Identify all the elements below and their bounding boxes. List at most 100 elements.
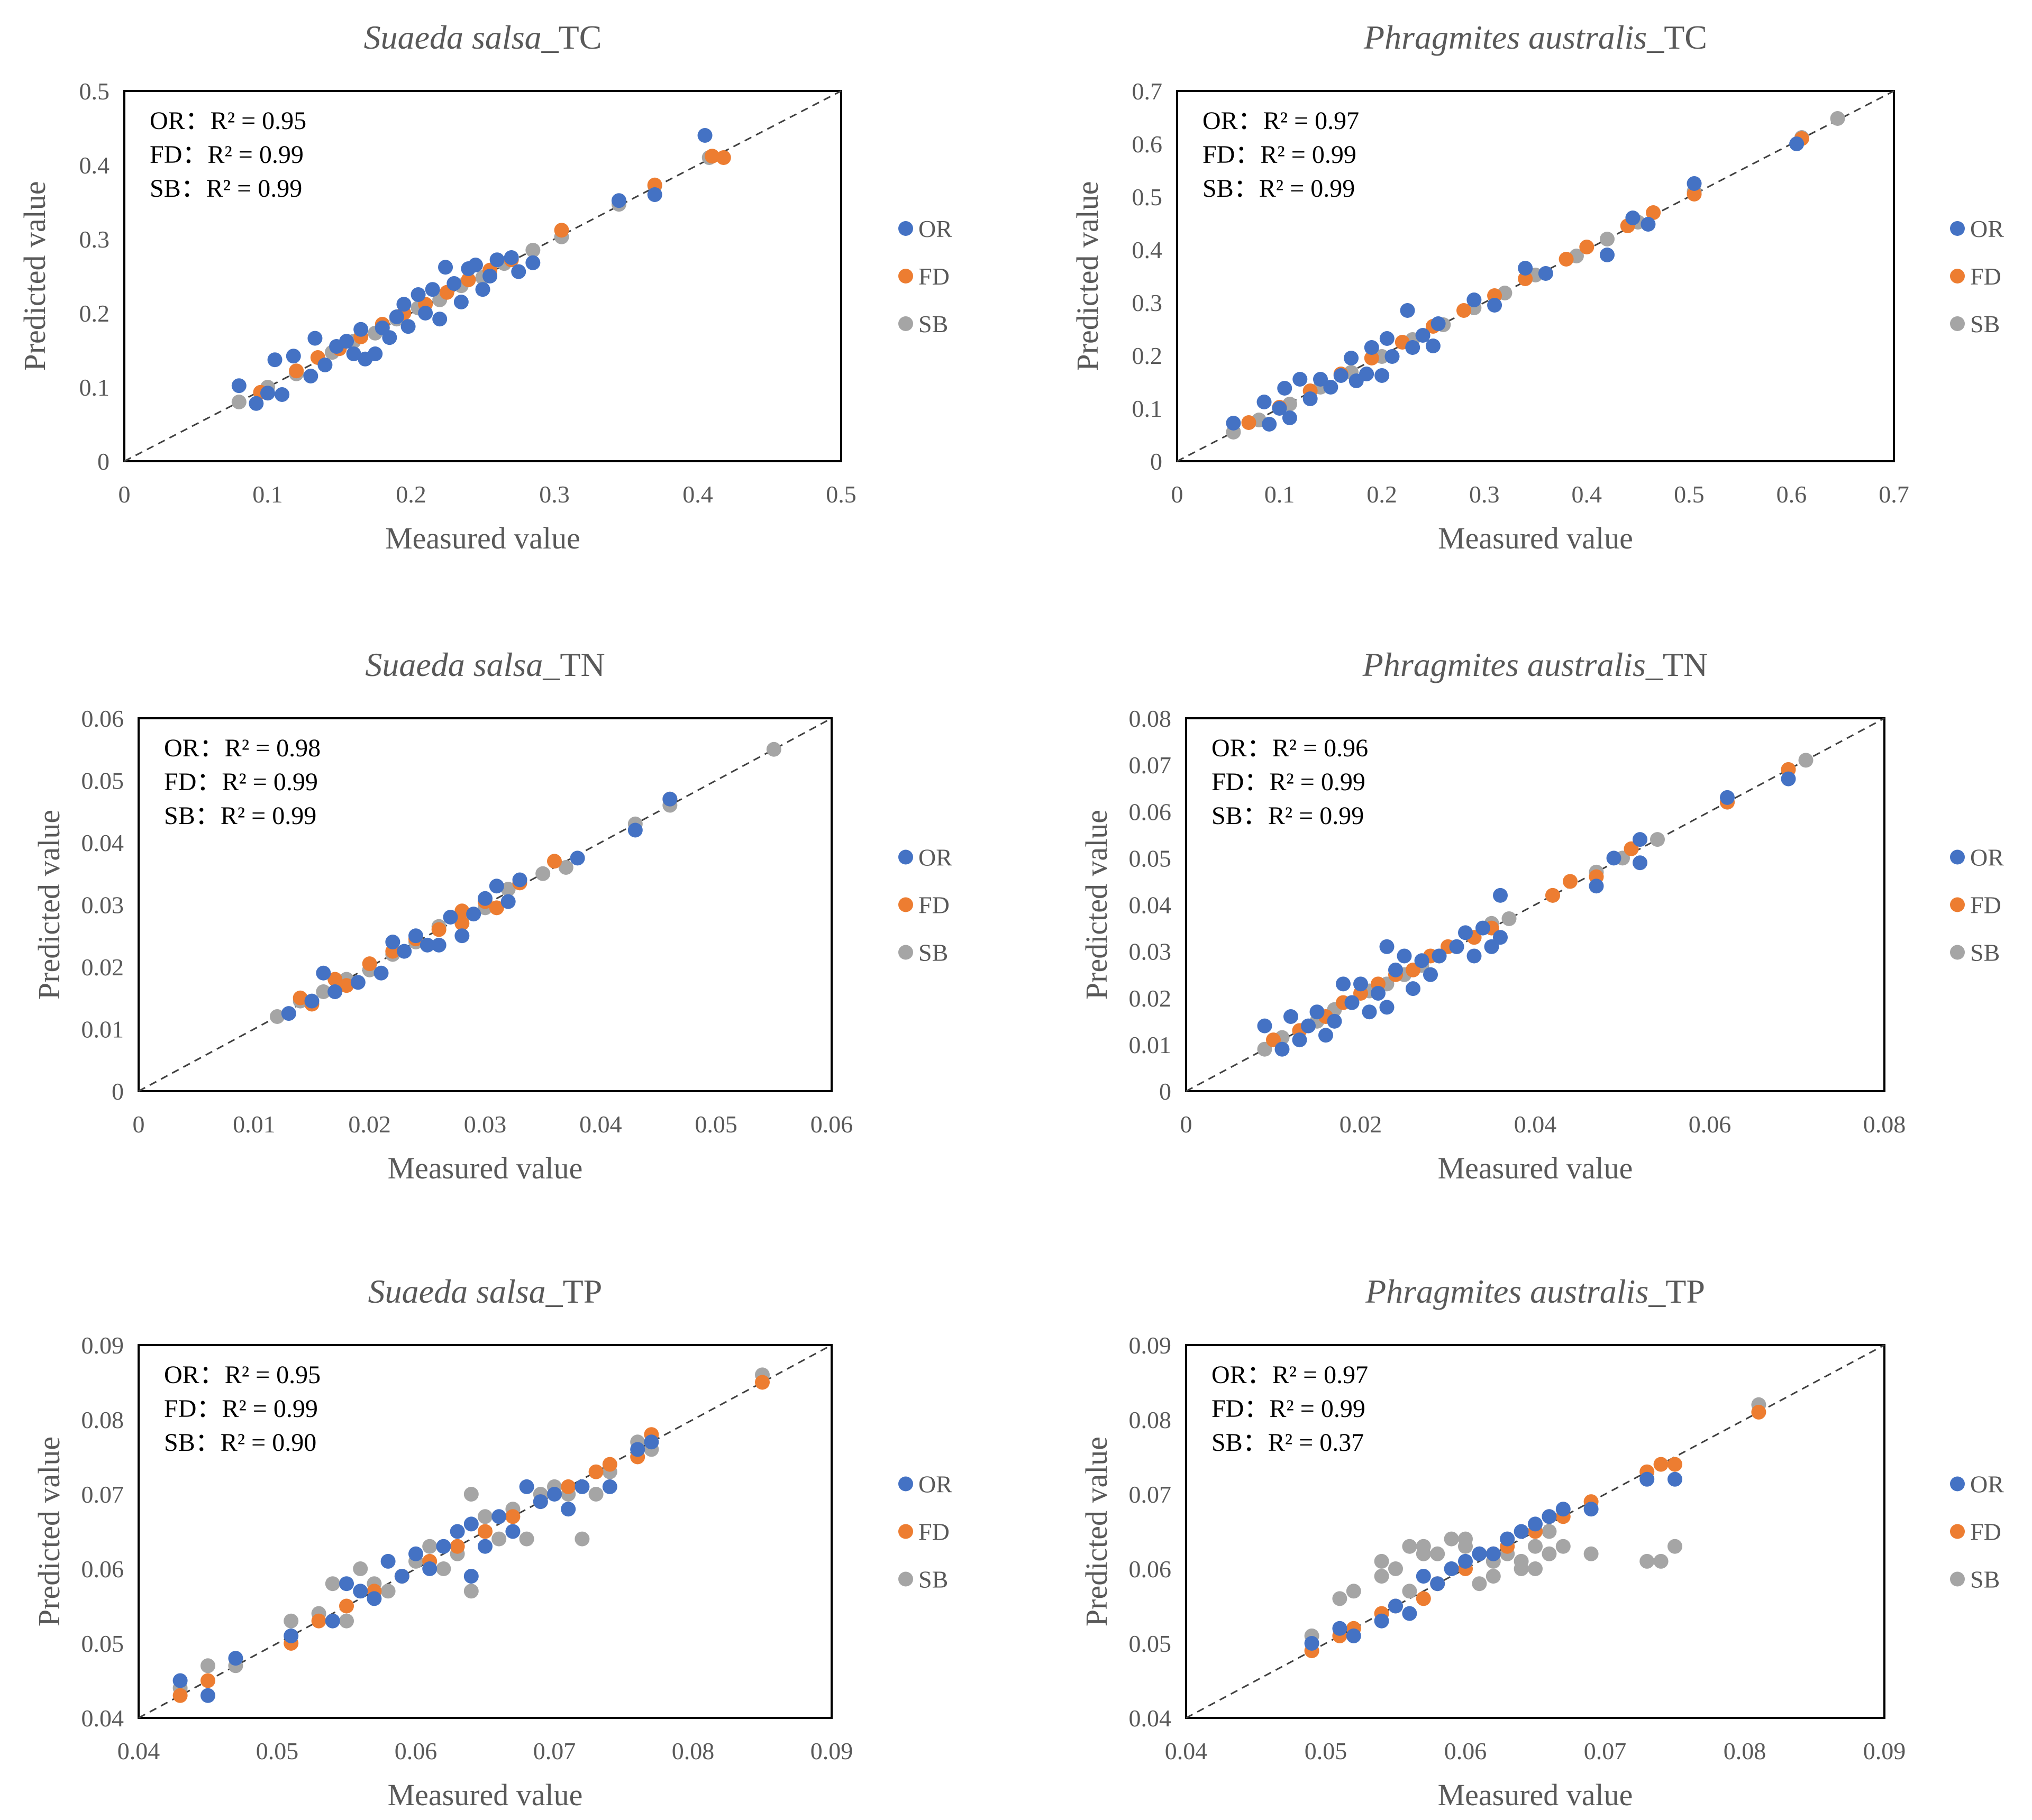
y-tick-label: 0.3 (1132, 289, 1163, 316)
data-point-or (662, 791, 678, 807)
data-point-sb (1486, 1569, 1501, 1584)
legend-label-sb: SB (1970, 939, 2000, 966)
y-tick-label: 0.08 (81, 1406, 124, 1433)
legend-marker-or (1950, 1476, 1965, 1492)
legend-marker-or (898, 849, 913, 865)
data-point-or (630, 1442, 645, 1457)
chart-title-suffix: _TP (1648, 1273, 1705, 1310)
data-point-sb (284, 1613, 299, 1629)
data-point-or (382, 330, 397, 345)
data-point-or (575, 1479, 590, 1494)
scatter-chart-3: Suaeda salsa_TN 0 0.01 0.02 0.03 0.04 0.05 0.06… (32, 646, 952, 1185)
data-point-sb (1650, 832, 1665, 847)
data-point-fd (1456, 303, 1471, 318)
y-axis-label: Predicted value (17, 181, 52, 371)
y-axis-label: Predicted value (32, 1437, 66, 1626)
chart-title: Phragmites australis_TC (1363, 19, 1707, 56)
chart-title-species: Suaeda salsa (364, 19, 542, 56)
data-point-or (339, 1576, 354, 1592)
data-point-or (346, 346, 361, 361)
y-tick-label: 0.06 (81, 705, 124, 732)
data-point-or (511, 264, 526, 279)
data-point-or (1484, 939, 1499, 954)
data-point-sb (325, 1576, 340, 1592)
data-point-sb (575, 1531, 590, 1547)
data-point-fd (478, 1524, 493, 1539)
legend-label-sb: SB (1970, 310, 2000, 337)
data-point-fd (1416, 1591, 1431, 1606)
data-point-or (1274, 1041, 1290, 1057)
data-point-or (1493, 888, 1508, 903)
data-point-or (228, 1651, 243, 1666)
data-point-or (454, 928, 470, 944)
data-point-or (1257, 1018, 1272, 1034)
data-point-fd (454, 916, 470, 931)
y-tick-label: 0.04 (1129, 892, 1172, 919)
x-tick-label: 0.04 (117, 1737, 160, 1764)
data-point-or (1226, 416, 1241, 431)
data-point-or (478, 1539, 493, 1554)
data-point-or (1379, 331, 1395, 346)
data-point-or (1641, 217, 1656, 232)
data-point-fd (1563, 874, 1578, 889)
data-point-or (316, 965, 331, 981)
data-point-fd (431, 922, 447, 937)
x-tick-label: 0 (1171, 481, 1183, 508)
scatter-chart-2: Phragmites australis_TC 0 0.1 0.2 0.3 0.4 0.5 0… (1070, 19, 2004, 555)
data-point-or (1430, 316, 1446, 331)
legend-label-fd: FD (1970, 892, 2001, 919)
data-point-or (1364, 340, 1379, 355)
data-point-or (1555, 1502, 1571, 1517)
data-point-or (1500, 1531, 1515, 1547)
y-tick-label: 0.08 (1129, 705, 1172, 732)
y-tick-label: 0.05 (1129, 845, 1172, 872)
data-point-or (561, 1502, 576, 1517)
data-point-or (1633, 832, 1647, 847)
legend-marker-or (1950, 221, 1965, 236)
data-point-or (1379, 939, 1395, 954)
data-point-or (475, 282, 490, 297)
data-point-fd (716, 150, 731, 165)
data-point-fd (505, 1509, 521, 1524)
data-point-or (1458, 1553, 1473, 1569)
data-point-or (418, 306, 433, 321)
legend-label-or: OR (918, 1471, 952, 1498)
x-tick-label: 0.5 (826, 481, 856, 508)
chart-title: Suaeda salsa_TP (368, 1273, 603, 1310)
data-point-or (411, 287, 426, 302)
data-point-or (1458, 925, 1473, 940)
data-point-sb (1346, 1584, 1361, 1599)
data-point-sb (1542, 1524, 1557, 1539)
r2-annotation: FD：R² = 0.99 (164, 768, 318, 796)
y-tick-label: 0.2 (1132, 342, 1163, 369)
data-point-sb (1667, 1539, 1682, 1554)
data-point-or (1397, 948, 1412, 964)
data-point-or (368, 346, 383, 361)
y-tick-label: 0.07 (1129, 752, 1172, 779)
x-tick-label: 0.05 (695, 1111, 737, 1138)
y-tick-label: 0.07 (81, 1481, 124, 1508)
y-tick-label: 0.4 (1132, 236, 1163, 263)
chart-title: Suaeda salsa_TC (364, 19, 602, 56)
data-point-sb (1416, 1539, 1431, 1554)
data-point-or (353, 1584, 368, 1599)
data-point-or (1487, 298, 1502, 313)
x-tick-label: 0.06 (1444, 1737, 1487, 1764)
x-tick-label: 0.02 (1340, 1111, 1382, 1138)
legend-label-sb: SB (1970, 1566, 2000, 1593)
x-tick-label: 0.09 (810, 1737, 853, 1764)
data-point-sb (339, 1613, 354, 1629)
data-point-sb (1542, 1546, 1557, 1561)
data-point-or (1304, 1636, 1319, 1651)
x-tick-label: 0 (119, 481, 131, 508)
data-point-or (260, 386, 275, 401)
data-point-or (1415, 328, 1430, 343)
chart-title-species: Phragmites australis (1363, 19, 1647, 56)
data-point-fd (454, 903, 470, 919)
x-tick-label: 0.3 (1469, 481, 1500, 508)
data-point-sb (316, 984, 331, 999)
data-point-or (307, 331, 323, 346)
scatter-chart-1: Suaeda salsa_TC 0 0.1 0.2 0.3 0.4 0.5 0 0.1 0.2 0.… (17, 19, 952, 555)
r2-annotation: FD：R² = 0.99 (164, 1395, 318, 1423)
x-tick-label: 0.06 (395, 1737, 438, 1764)
